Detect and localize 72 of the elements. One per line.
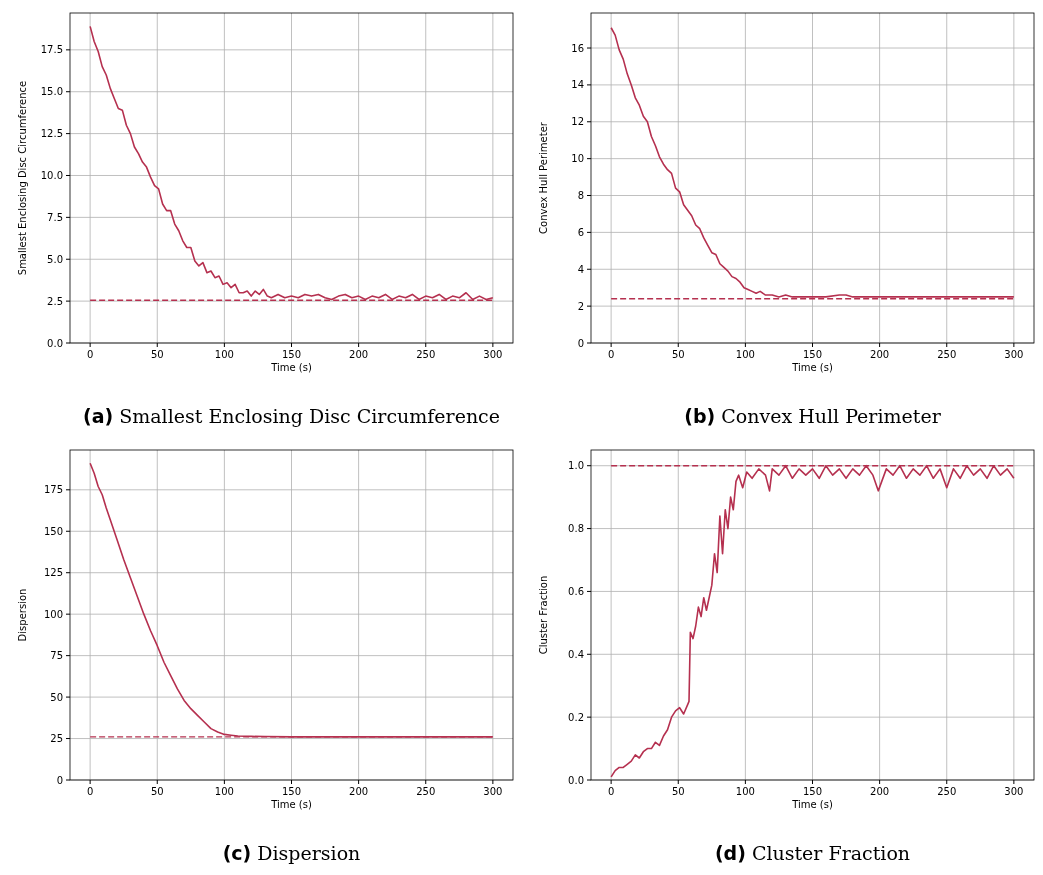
x-tick-label: 0 [607, 786, 615, 797]
x-tick-label: 150 [802, 349, 823, 360]
x-tick-label: 100 [735, 786, 755, 797]
y-tick-label: 0.2 [568, 711, 584, 723]
y-tick-label: 15.0 [40, 86, 63, 98]
x-tick-label: 300 [483, 786, 503, 797]
x-axis-title: Time (s) [791, 362, 833, 373]
y-axis-title: Dispersion [17, 588, 28, 642]
text: (d) Cluster Fraction [714, 842, 911, 864]
y-tick-label: 0 [577, 337, 584, 349]
y-tick-label: 175 [43, 484, 63, 496]
x-tick-label: 300 [483, 349, 503, 360]
text: (c) Dispersion [222, 842, 361, 864]
y-tick-label: 0.4 [568, 648, 584, 660]
y-tick-label: 0.6 [568, 585, 584, 597]
y-axis-title: Convex Hull Perimeter [538, 121, 549, 234]
x-tick-label: 250 [937, 786, 957, 797]
y-tick-label: 17.5 [40, 44, 63, 56]
y-tick-label: 50 [50, 691, 63, 703]
y-tick-label: 16 [571, 42, 584, 54]
x-tick-label: 100 [214, 349, 234, 360]
y-tick-label: 0.0 [47, 337, 63, 349]
x-tick-label: 50 [671, 786, 685, 797]
x-axis-title: Time (s) [270, 362, 312, 373]
x-axis-title: Time (s) [270, 799, 312, 810]
x-tick-label: 50 [150, 349, 164, 360]
x-tick-label: 100 [735, 349, 755, 360]
x-axis-title: Time (s) [791, 799, 833, 810]
x-tick-label: 200 [870, 786, 890, 797]
y-tick-label: 0.0 [568, 774, 584, 786]
y-tick-label: 2.5 [47, 295, 63, 307]
line-series [610, 464, 1015, 778]
y-tick-label: 4 [577, 263, 584, 275]
x-tick-label: 100 [214, 786, 234, 797]
x-tick-label: 200 [349, 349, 369, 360]
y-tick-label: 10.0 [40, 169, 63, 181]
y-tick-label: 2 [577, 300, 584, 312]
y-tick-label: 125 [43, 567, 63, 579]
x-tick-label: 0 [607, 349, 615, 360]
x-tick-label: 200 [870, 349, 890, 360]
y-tick-label: 25 [50, 733, 63, 745]
x-tick-label: 150 [281, 349, 302, 360]
x-tick-label: 250 [416, 349, 436, 360]
y-tick-label: 12 [571, 116, 584, 128]
y-axis-title: Smallest Enclosing Disc Circumference [17, 80, 28, 276]
x-tick-label: 300 [1004, 786, 1024, 797]
y-tick-label: 1.0 [568, 460, 584, 472]
text: (b) Convex Hull Perimeter [684, 405, 942, 427]
x-tick-label: 250 [937, 349, 957, 360]
y-axis-title: Cluster Fraction [538, 575, 549, 655]
x-tick-label: 200 [349, 786, 369, 797]
x-tick-label: 250 [416, 786, 436, 797]
x-tick-label: 300 [1004, 349, 1024, 360]
y-tick-label: 6 [577, 226, 584, 238]
y-tick-label: 100 [43, 608, 63, 620]
x-tick-label: 150 [802, 786, 823, 797]
y-tick-label: 12.5 [40, 128, 63, 140]
text: (a) Smallest Enclosing Disc Circumference [82, 405, 501, 427]
y-tick-label: 0.8 [568, 523, 584, 535]
y-tick-label: 75 [50, 650, 63, 662]
y-tick-label: 14 [571, 79, 584, 91]
x-tick-label: 50 [150, 786, 164, 797]
y-tick-label: 5.0 [47, 253, 63, 265]
y-tick-label: 7.5 [47, 211, 63, 223]
y-tick-label: 10 [571, 153, 584, 165]
y-tick-label: 150 [43, 525, 63, 537]
x-tick-label: 0 [86, 349, 94, 360]
y-tick-label: 0 [56, 774, 63, 786]
x-tick-label: 0 [86, 786, 94, 797]
y-tick-label: 8 [577, 190, 584, 202]
x-tick-label: 150 [281, 786, 302, 797]
x-tick-label: 50 [671, 349, 685, 360]
